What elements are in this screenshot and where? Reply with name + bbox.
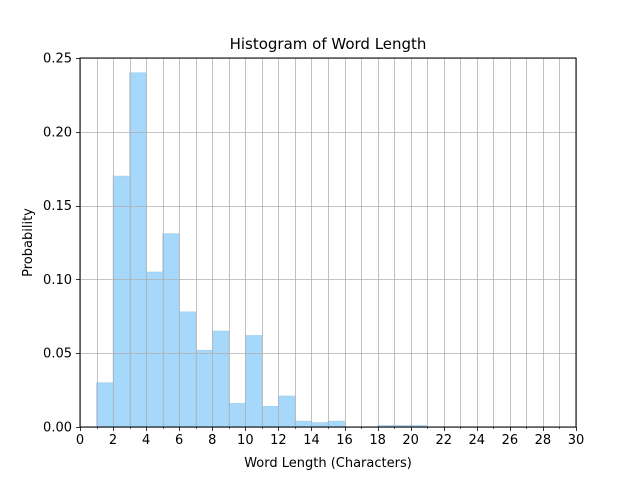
y-tick-label: 0.20 [43,125,72,140]
x-tick-label: 18 [369,433,386,448]
x-tick-label: 26 [502,433,519,448]
histogram-bar-10 [245,335,263,428]
y-tick-label: 0.05 [43,347,72,362]
x-tick-label: 16 [336,433,353,448]
y-tick-label: 0.00 [43,421,72,436]
histogram-bar-14 [311,422,329,428]
histogram-bar-1 [96,382,114,428]
x-axis-label: Word Length (Characters) [244,456,412,471]
x-tick-label: 14 [303,433,320,448]
x-tick-label: 10 [237,433,254,448]
histogram-bar-11 [261,406,279,428]
histogram-bar-9 [228,403,246,428]
histogram-bar-13 [294,420,312,428]
x-tick-label: 0 [76,433,84,448]
histogram-bar-5 [162,233,180,428]
histogram-bar-12 [278,395,296,428]
x-tick-label: 12 [270,433,287,448]
histogram-bar-8 [211,330,230,428]
x-tick-label: 30 [568,433,585,448]
histogram-bar-6 [178,311,197,428]
histogram-bar-7 [195,349,213,428]
tick-labels-layer: 0 2 4 6 8 10 12 14 16 18 20 22 24 26 28 300.000.050.100… [43,52,584,449]
y-tick-label: 0.15 [43,199,72,214]
y-axis-label: Probability [21,208,36,277]
x-tick-label: 22 [435,433,452,448]
y-tick-label: 0.25 [43,52,72,67]
histogram-bar-2 [112,175,130,428]
plot-frame [79,57,577,428]
histogram-bar-4 [145,271,163,428]
ticks-layer [76,58,577,431]
x-tick-label: 28 [535,433,552,448]
histogram-bar-15 [327,420,345,428]
x-tick-label: 24 [469,433,486,448]
x-tick-label: 4 [142,433,150,448]
x-tick-label: 20 [402,433,419,448]
chart-title: Histogram of Word Length [230,35,427,53]
y-tick-label: 0.10 [43,273,72,288]
x-tick-label: 2 [109,433,117,448]
x-tick-label: 6 [175,433,183,448]
x-tick-label: 8 [208,433,216,448]
histogram-bar-3 [129,72,147,428]
